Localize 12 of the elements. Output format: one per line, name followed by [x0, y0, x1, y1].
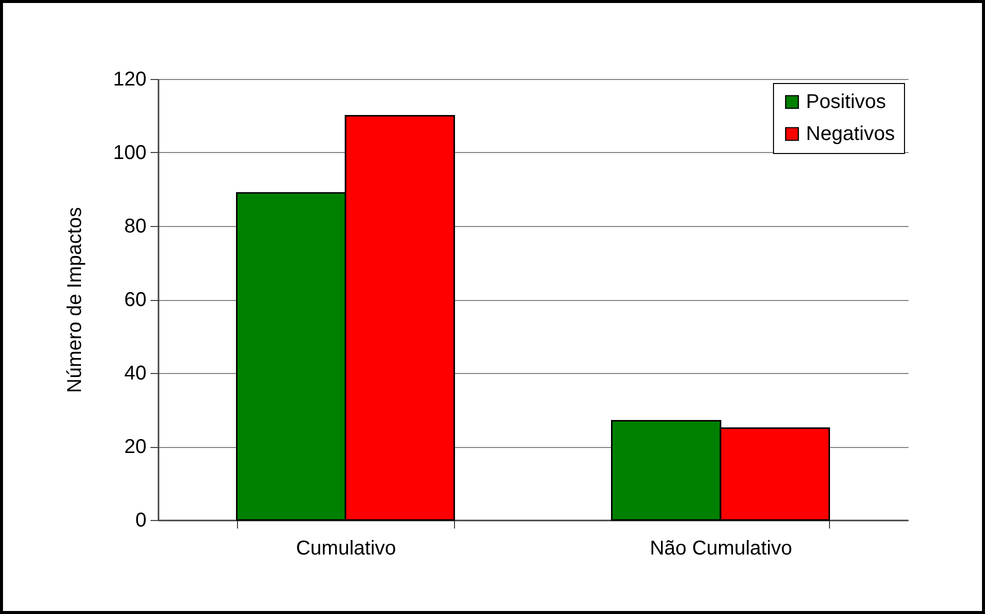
y-tick-label: 20 — [124, 436, 146, 458]
y-tick-label: 100 — [113, 142, 146, 164]
legend-label: Positivos — [806, 91, 886, 113]
x-tick-label: Cumulativo — [296, 538, 396, 560]
y-tick-label: 0 — [135, 510, 146, 532]
y-axis-title: Número de Impactos — [64, 207, 86, 393]
y-tick-label: 60 — [124, 289, 146, 311]
legend-label: Negativos — [806, 123, 895, 145]
y-tick-label: 120 — [113, 68, 146, 90]
y-tick-label: 80 — [124, 216, 146, 238]
x-tick-label: Não Cumulativo — [650, 538, 792, 560]
y-tick-label: 40 — [124, 362, 146, 384]
